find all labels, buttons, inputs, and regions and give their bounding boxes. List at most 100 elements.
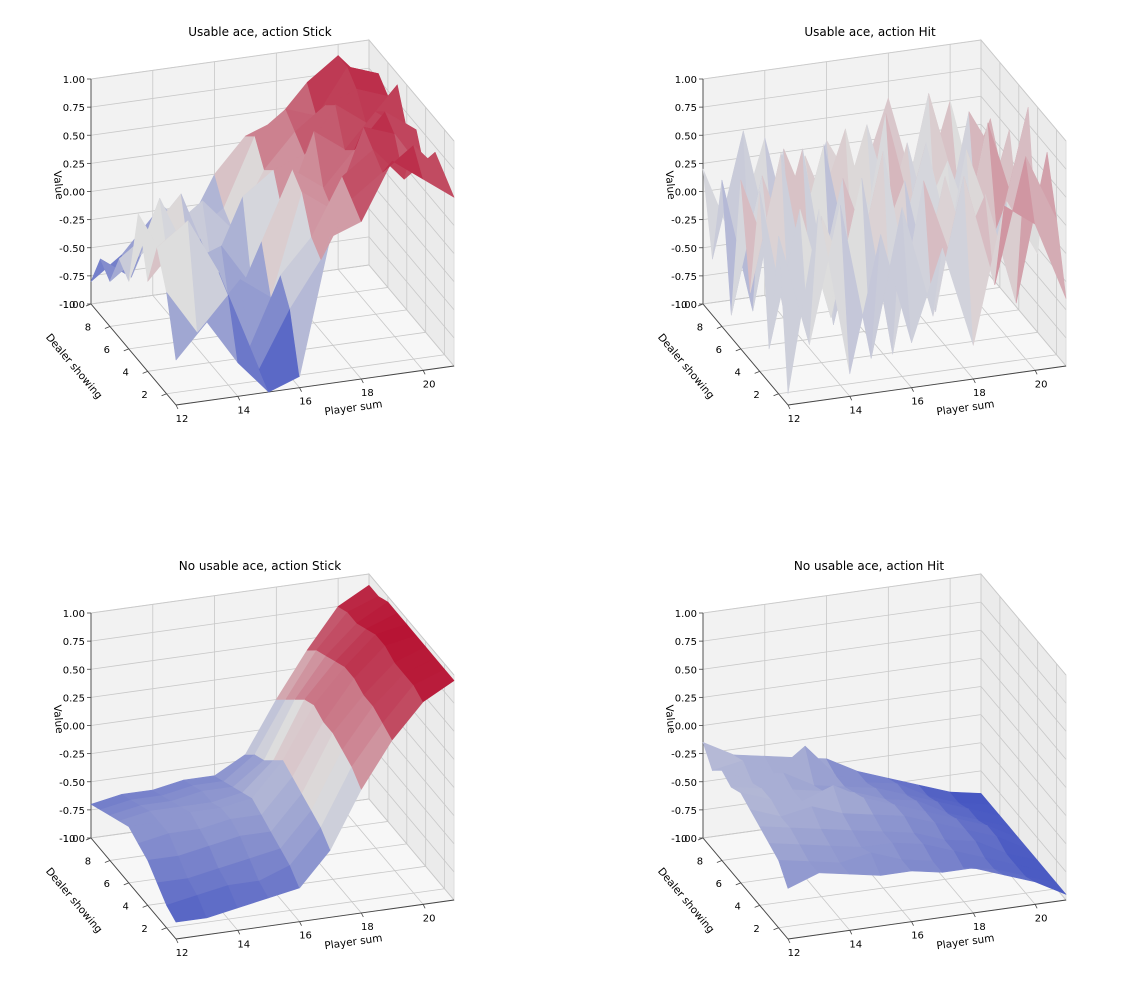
y-tick-mark xyxy=(104,326,111,329)
x-tick-label: 12 xyxy=(176,414,189,425)
x-tick-mark xyxy=(911,921,914,926)
y-axis-line xyxy=(702,303,789,406)
y-tick-label: 10 xyxy=(675,834,688,845)
chart-title: No usable ace, action Stick xyxy=(179,559,341,573)
y-axis-line xyxy=(702,837,789,940)
x-tick-mark xyxy=(237,396,241,401)
x-tick-label: 20 xyxy=(423,379,436,390)
z-tick-label: -0.75 xyxy=(59,272,85,283)
y-axis-label: Dealer showing xyxy=(655,332,717,402)
x-tick-label: 18 xyxy=(973,388,986,399)
x-tick-mark xyxy=(1034,370,1038,375)
y-tick-label: 8 xyxy=(85,322,91,333)
z-tick-label: 1.00 xyxy=(675,75,697,86)
y-tick-mark xyxy=(773,927,779,931)
x-tick-mark xyxy=(299,921,302,926)
z-tick-label: -0.25 xyxy=(671,216,697,227)
x-tick-mark xyxy=(849,396,853,401)
z-tick-label: -0.50 xyxy=(671,244,697,255)
x-tick-label: 16 xyxy=(299,931,312,942)
x-tick-mark xyxy=(175,938,179,944)
x-tick-label: 18 xyxy=(973,922,986,933)
y-tick-mark xyxy=(773,393,779,397)
x-tick-label: 20 xyxy=(423,913,436,924)
x-tick-mark xyxy=(237,930,241,935)
z-tick-label: -1.00 xyxy=(671,834,697,845)
z-tick-label: 0.50 xyxy=(675,665,697,676)
surface xyxy=(90,584,455,923)
y-tick-mark xyxy=(716,326,723,329)
z-axis-label: Value xyxy=(663,704,677,734)
y-axis-line xyxy=(90,303,177,406)
z-tick-label: 0.50 xyxy=(63,665,85,676)
z-tick-label: 0.50 xyxy=(675,131,697,142)
surface-facet xyxy=(1025,156,1067,299)
x-tick-mark xyxy=(422,904,426,909)
z-tick-label: -0.50 xyxy=(671,778,697,789)
z-tick-label: 0.00 xyxy=(63,188,85,199)
y-tick-label: 2 xyxy=(141,924,147,935)
x-tick-mark xyxy=(849,930,853,935)
x-tick-label: 14 xyxy=(237,405,250,416)
y-tick-label: 8 xyxy=(697,856,703,867)
surface-panel-3: 12 14 16 18 20 2 4 6 8 10-1.00 -0.75 -0.50 -0.25 0.00… xyxy=(43,559,455,959)
surface-panel-4: 12 14 16 18 20 2 4 6 8 10-1.00 -0.75 -0.50 -0.25 0.00… xyxy=(655,559,1067,959)
x-axis-label: Player sum xyxy=(324,932,383,952)
y-tick-mark xyxy=(735,348,741,352)
z-tick-label: 0.75 xyxy=(63,637,85,648)
surface xyxy=(702,93,1067,395)
z-tick-label: 0.00 xyxy=(675,188,697,199)
y-tick-label: 6 xyxy=(716,345,722,356)
z-tick-label: -0.75 xyxy=(671,272,697,283)
x-tick-mark xyxy=(911,387,914,392)
y-tick-mark xyxy=(735,882,741,886)
x-tick-mark xyxy=(175,404,179,410)
z-tick-label: 0.00 xyxy=(63,722,85,733)
x-tick-label: 12 xyxy=(788,948,801,959)
z-tick-label: 0.75 xyxy=(675,103,697,114)
y-axis-line xyxy=(90,837,177,940)
x-tick-mark xyxy=(422,370,426,375)
x-axis-line xyxy=(787,899,1067,940)
z-tick-label: 1.00 xyxy=(63,75,85,86)
y-tick-label: 4 xyxy=(122,367,128,378)
x-tick-mark xyxy=(360,912,364,918)
chart-title: Usable ace, action Stick xyxy=(188,25,332,39)
x-tick-label: 16 xyxy=(911,397,924,408)
y-tick-label: 10 xyxy=(63,834,76,845)
y-tick-mark xyxy=(123,882,129,886)
x-axis-line xyxy=(175,899,455,940)
y-tick-mark xyxy=(142,370,148,374)
surface xyxy=(702,742,1067,895)
x-tick-label: 16 xyxy=(911,931,924,942)
x-axis-line xyxy=(175,365,455,406)
x-tick-label: 18 xyxy=(361,388,374,399)
x-tick-label: 12 xyxy=(788,414,801,425)
z-tick-label: 0.25 xyxy=(63,159,85,170)
y-tick-mark xyxy=(123,348,129,352)
y-tick-label: 10 xyxy=(675,300,688,311)
x-tick-label: 12 xyxy=(176,948,189,959)
x-axis-line xyxy=(787,365,1067,406)
y-tick-mark xyxy=(716,860,723,863)
x-tick-label: 18 xyxy=(361,922,374,933)
y-tick-mark xyxy=(142,904,148,908)
y-tick-label: 2 xyxy=(753,924,759,935)
x-tick-label: 16 xyxy=(299,397,312,408)
x-tick-mark xyxy=(787,404,791,410)
y-tick-label: 4 xyxy=(734,367,740,378)
y-tick-mark xyxy=(754,370,760,374)
y-tick-label: 4 xyxy=(734,901,740,912)
y-tick-label: 2 xyxy=(753,390,759,401)
x-axis-label: Player sum xyxy=(936,932,995,952)
z-axis-label: Value xyxy=(51,704,65,734)
x-tick-mark xyxy=(972,912,976,918)
z-axis-label: Value xyxy=(663,170,677,200)
y-tick-mark xyxy=(754,904,760,908)
z-tick-label: 1.00 xyxy=(675,609,697,620)
z-tick-label: -0.50 xyxy=(59,778,85,789)
y-tick-label: 8 xyxy=(85,856,91,867)
z-tick-label: -1.00 xyxy=(59,300,85,311)
z-tick-label: 0.75 xyxy=(675,637,697,648)
x-tick-mark xyxy=(1034,904,1038,909)
